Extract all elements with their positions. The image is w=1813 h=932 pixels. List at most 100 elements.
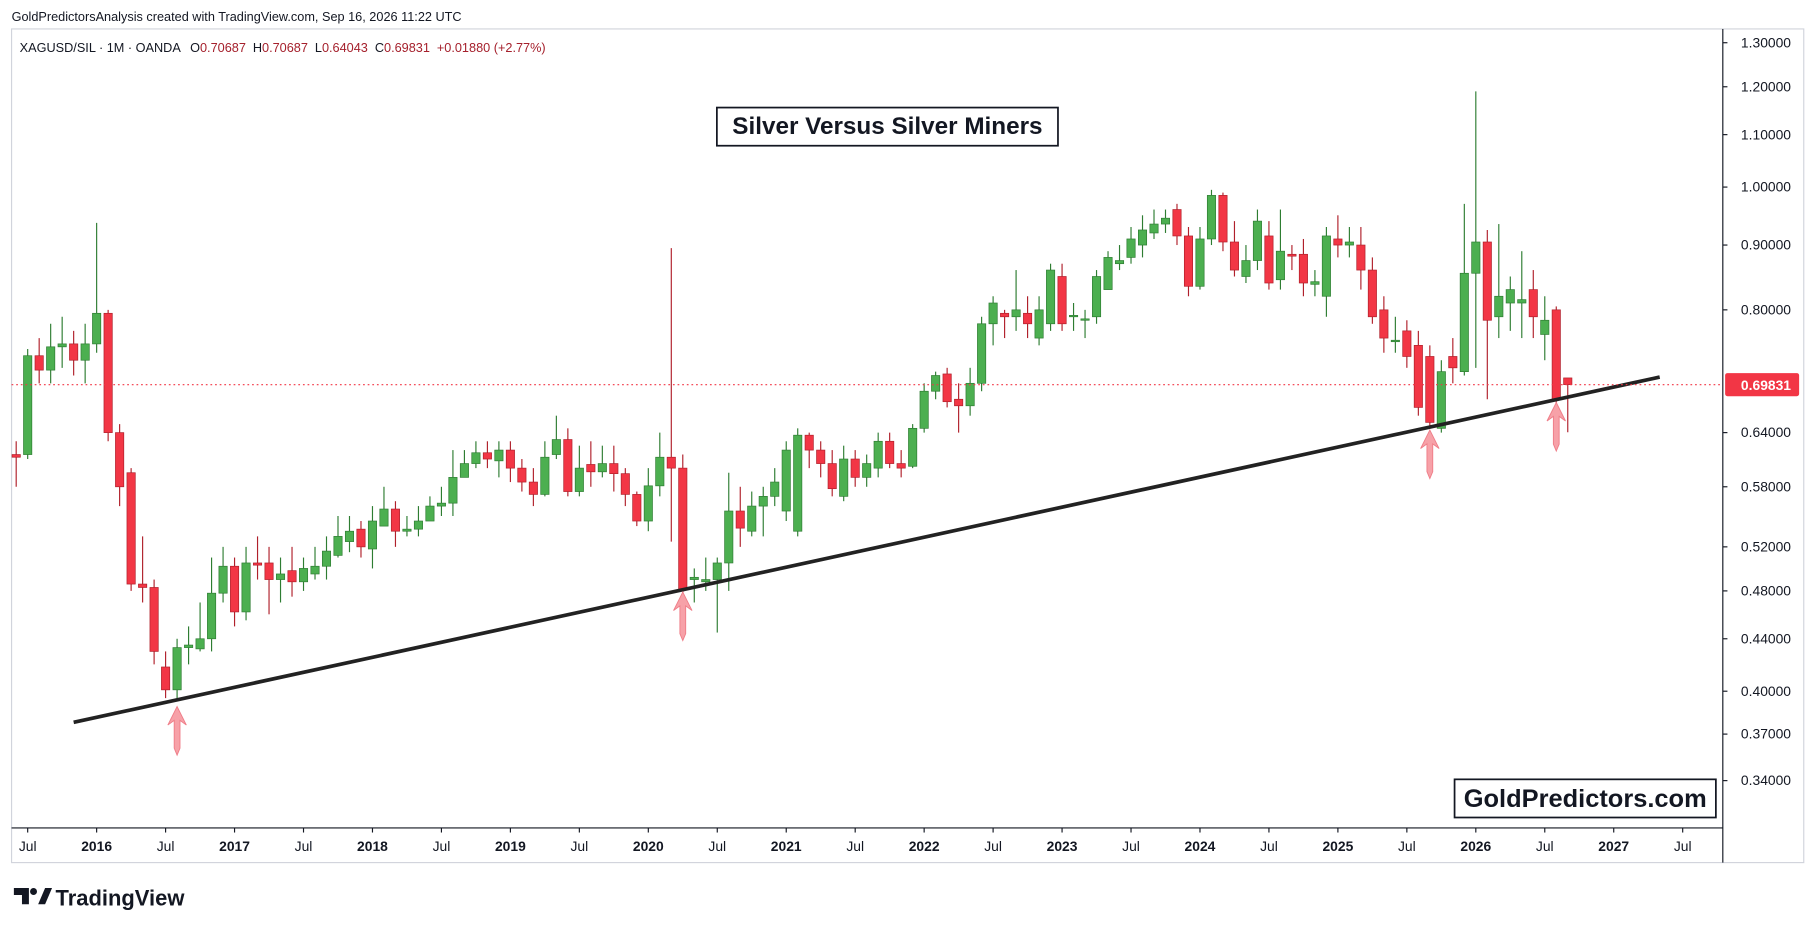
candle-body: [781, 449, 791, 512]
x-tick-label: Jul: [433, 838, 451, 854]
candle-body: [161, 666, 171, 691]
candle-body: [839, 458, 849, 497]
candle-body: [1000, 312, 1010, 318]
candle-body: [436, 502, 446, 507]
x-tick-label: Jul: [1674, 838, 1692, 854]
candle-body: [1069, 315, 1079, 318]
y-tick-label: 1.10000: [1741, 126, 1791, 142]
candle-body: [1436, 371, 1446, 429]
legend-value: 0.70687: [200, 40, 246, 55]
candle-body: [620, 473, 630, 495]
candle-body: [172, 647, 182, 691]
candle-body: [207, 592, 217, 640]
candle-body: [1183, 235, 1193, 287]
candle-body: [1160, 217, 1171, 225]
candle-body: [747, 505, 757, 532]
candle-body: [241, 562, 251, 613]
candle-body: [471, 452, 481, 464]
candle-body: [1448, 356, 1458, 369]
candle-body: [367, 520, 377, 550]
x-tick-label: 2023: [1047, 838, 1078, 854]
candle-body: [1149, 223, 1159, 234]
y-tick-label: 0.48000: [1741, 583, 1791, 599]
candle-body: [586, 464, 596, 473]
arrow: [1420, 429, 1440, 480]
legend-symbol: XAGUSD/SIL · 1M · OANDA: [20, 40, 182, 55]
candle-body: [632, 494, 642, 522]
candle-body: [1080, 318, 1090, 321]
candle-body: [126, 472, 136, 585]
candle-body: [977, 323, 987, 384]
x-tick-label: 2026: [1460, 838, 1491, 854]
x-tick-label: Jul: [1398, 838, 1416, 854]
candle-body: [344, 530, 354, 542]
candle-body: [1528, 289, 1538, 318]
candle-body: [1321, 235, 1331, 297]
x-tick-label: 2016: [81, 838, 112, 854]
x-tick-label: 2019: [495, 838, 526, 854]
candle-body: [459, 463, 469, 478]
candle-body: [1115, 260, 1125, 265]
x-tick-label: Jul: [1122, 838, 1140, 854]
candle-body: [1206, 195, 1216, 240]
logo-part: [30, 888, 37, 895]
candle-body: [563, 439, 573, 492]
candle-body: [816, 449, 826, 464]
candle-body: [390, 508, 400, 532]
candle-body: [1459, 272, 1469, 372]
candle-body: [1333, 238, 1343, 246]
candle-body: [574, 467, 584, 492]
legend-label: C: [375, 40, 384, 55]
x-tick-label: 2018: [357, 838, 388, 854]
candle-body: [1195, 238, 1205, 287]
candle-body: [494, 449, 504, 462]
y-tick-label: 1.20000: [1741, 78, 1791, 94]
y-tick-label: 0.34000: [1741, 772, 1791, 788]
candle-body: [11, 454, 21, 458]
candle-body: [666, 456, 676, 469]
candle-body: [597, 463, 607, 473]
legend-value: 0.64043: [322, 40, 368, 55]
candle-body: [540, 456, 550, 495]
candle-body: [1287, 253, 1297, 257]
header: GoldPredictorsAnalysis created with Trad…: [12, 9, 462, 24]
candle-body: [184, 644, 194, 648]
candle-body: [379, 508, 389, 527]
candle-body: [724, 510, 734, 564]
candle-body: [1218, 195, 1228, 243]
candle-body: [264, 562, 274, 580]
x-tick-label: 2027: [1598, 838, 1629, 854]
candle-body: [253, 562, 263, 566]
candle-body: [482, 452, 492, 460]
candle-body: [321, 550, 332, 567]
candle-body: [1494, 295, 1504, 318]
candle-body: [1551, 309, 1561, 401]
y-tick-label: 0.80000: [1741, 301, 1791, 317]
candle-body: [46, 346, 56, 371]
candle-body: [1344, 241, 1354, 246]
candle-body: [1367, 269, 1377, 318]
candle-body: [1402, 330, 1412, 357]
candle-body: [1540, 319, 1550, 335]
title-box: [716, 106, 1059, 147]
y-tick-label: 0.90000: [1741, 237, 1791, 253]
candle-body: [1356, 244, 1366, 271]
candle-body: [655, 456, 665, 487]
x-tick-label: Jul: [570, 838, 588, 854]
candle-body: [1505, 289, 1515, 304]
candle-body: [1092, 276, 1102, 318]
candle-body: [1023, 312, 1033, 325]
legend-value: 0.69831: [384, 40, 430, 55]
legend-value: 0.70687: [262, 40, 308, 55]
legend: XAGUSD/SIL · 1M · OANDA O0.70687 H0.70687 L…: [20, 40, 546, 55]
candle-body: [793, 434, 803, 532]
candle-body: [931, 375, 941, 392]
x-tick-label: Jul: [157, 838, 175, 854]
x-tick-label: 2017: [219, 838, 250, 854]
candle-body: [678, 467, 688, 591]
candle-body: [1413, 345, 1423, 408]
legend-change: +0.01880 (+2.77%): [437, 40, 546, 55]
candle-body: [1252, 220, 1262, 261]
legend-label: L: [315, 40, 322, 55]
